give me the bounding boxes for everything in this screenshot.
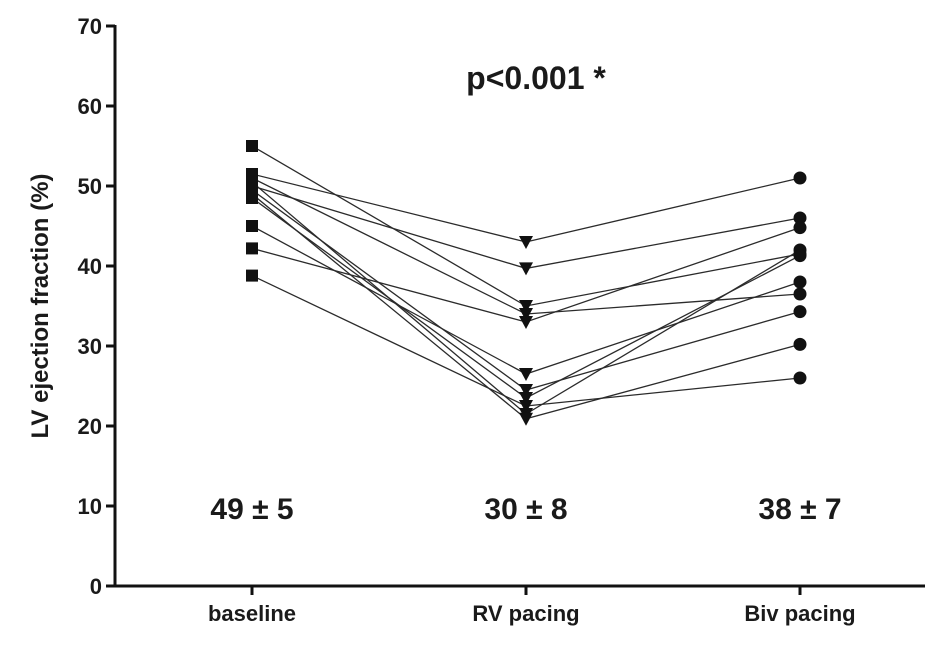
square-marker (246, 192, 258, 204)
y-tick-label: 0 (90, 574, 102, 599)
y-axis-title: LV ejection fraction (%) (27, 174, 54, 439)
series-line (251, 145, 801, 307)
triangle-marker (519, 262, 533, 276)
y-tick-label: 40 (78, 254, 102, 279)
y-tick-label: 70 (78, 14, 102, 39)
labels: 0 10 20 30 40 50 60 70 baseline 49 ± 5 RV pacing 30… (78, 14, 856, 626)
axes (106, 24, 925, 595)
x-tick-label: baseline (208, 601, 296, 626)
triangle-marker (519, 368, 533, 381)
triangle-marker (519, 400, 533, 413)
group-stat-label: 38 ± 7 (758, 493, 841, 526)
group-stat-label: 49 ± 5 (210, 493, 293, 526)
circle-marker (793, 249, 807, 263)
triangle-marker (519, 316, 533, 329)
circle-marker (793, 221, 807, 235)
circle-marker (793, 371, 807, 385)
circle-marker (793, 287, 807, 301)
triangle-marker (519, 300, 533, 313)
square-marker (246, 242, 258, 255)
y-tick-label: 60 (78, 94, 102, 119)
series-line (251, 173, 801, 243)
series-line (251, 189, 801, 391)
triangle-marker (519, 308, 533, 321)
square-marker (246, 269, 258, 282)
series-markers (246, 140, 807, 426)
triangle-marker (519, 384, 533, 397)
y-tick-label: 20 (78, 414, 102, 439)
triangle-marker (519, 412, 533, 426)
group-stat-label: 30 ± 8 (484, 493, 567, 526)
circle-marker (793, 171, 807, 185)
circle-marker (793, 211, 807, 225)
triangle-marker (519, 236, 533, 249)
y-tick-label: 50 (78, 174, 102, 199)
circle-marker (793, 337, 807, 351)
circle-marker (793, 275, 807, 289)
y-tick-label: 10 (78, 494, 102, 519)
x-tick-label: RV pacing (472, 601, 579, 626)
triangle-marker (519, 392, 533, 405)
x-tick-label: Biv pacing (744, 601, 855, 626)
circle-marker (793, 305, 807, 319)
p-value-annotation: p<0.001 * (466, 60, 606, 96)
y-tick-label: 30 (78, 334, 102, 359)
square-marker (246, 220, 258, 232)
square-marker (246, 140, 258, 152)
